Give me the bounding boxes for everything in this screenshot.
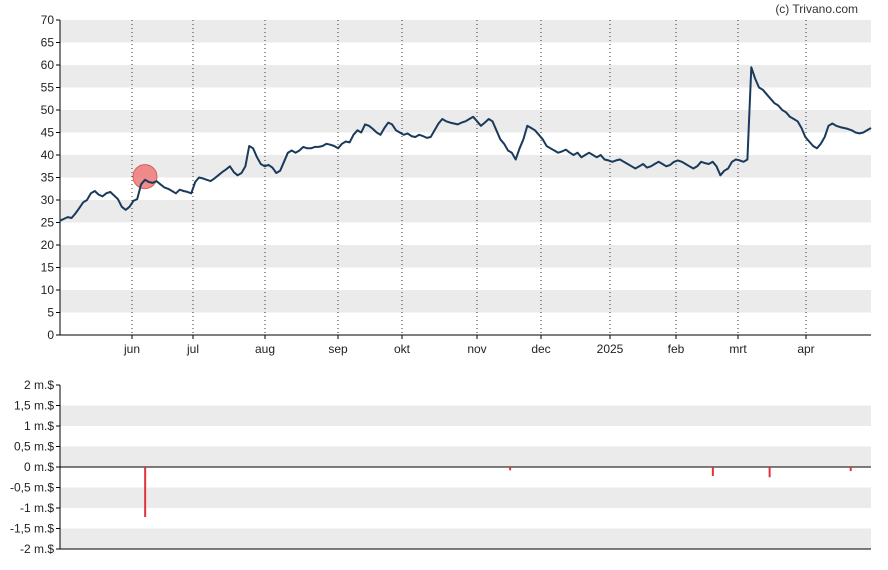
y-tick-label: 55	[41, 81, 55, 95]
grid-band	[60, 405, 871, 426]
y-tick-label: 30	[41, 193, 55, 207]
x-tick-label: sep	[328, 342, 348, 356]
y-tick-label: 60	[41, 58, 55, 72]
y-tick-label: -1 m.$	[20, 501, 54, 515]
grid-band	[60, 200, 871, 223]
x-tick-label: mrt	[729, 342, 747, 356]
grid-band	[60, 446, 871, 467]
copyright-label: (c) Trivano.com	[775, 2, 858, 16]
x-tick-label: okt	[394, 342, 411, 356]
grid-band	[60, 155, 871, 178]
volume-bar	[849, 467, 852, 472]
x-tick-label: aug	[255, 342, 275, 356]
event-marker	[132, 164, 158, 190]
y-tick-label: 40	[41, 148, 55, 162]
x-tick-label: dec	[531, 342, 550, 356]
x-tick-label: jul	[186, 342, 199, 356]
x-tick-label: nov	[467, 342, 486, 356]
grid-band	[60, 528, 871, 549]
grid-band	[60, 487, 871, 508]
y-tick-label: 10	[41, 283, 55, 297]
y-tick-label: 1 m.$	[24, 419, 54, 433]
x-tick-label: feb	[668, 342, 685, 356]
y-tick-label: 0,5 m.$	[14, 440, 54, 454]
y-tick-label: 35	[41, 171, 55, 185]
y-tick-label: 70	[41, 13, 55, 27]
x-tick-label: apr	[797, 342, 814, 356]
y-tick-label: -0,5 m.$	[10, 481, 54, 495]
volume-bar	[144, 467, 147, 518]
volume-bar	[711, 467, 714, 477]
y-tick-label: 65	[41, 36, 55, 50]
grid-band	[60, 290, 871, 313]
y-tick-label: 15	[41, 261, 55, 275]
grid-band	[60, 65, 871, 88]
y-tick-label: -2 m.$	[20, 542, 54, 556]
y-tick-label: 25	[41, 216, 55, 230]
price-line	[59, 66, 872, 222]
y-tick-label: -1,5 m.$	[10, 522, 54, 536]
grid-band	[60, 20, 871, 43]
volume-bar	[509, 467, 512, 471]
y-tick-label: 20	[41, 238, 55, 252]
y-tick-label: 50	[41, 103, 55, 117]
y-tick-label: 45	[41, 126, 55, 140]
x-tick-label: jun	[123, 342, 140, 356]
y-tick-label: 0	[47, 328, 54, 342]
y-tick-label: 1,5 m.$	[14, 399, 54, 413]
y-tick-label: 5	[47, 306, 54, 320]
volume-bar	[768, 467, 771, 478]
y-tick-label: 0 m.$	[24, 460, 54, 474]
x-tick-label: 2025	[597, 342, 624, 356]
grid-band	[60, 245, 871, 268]
y-tick-label: 2 m.$	[24, 378, 54, 392]
